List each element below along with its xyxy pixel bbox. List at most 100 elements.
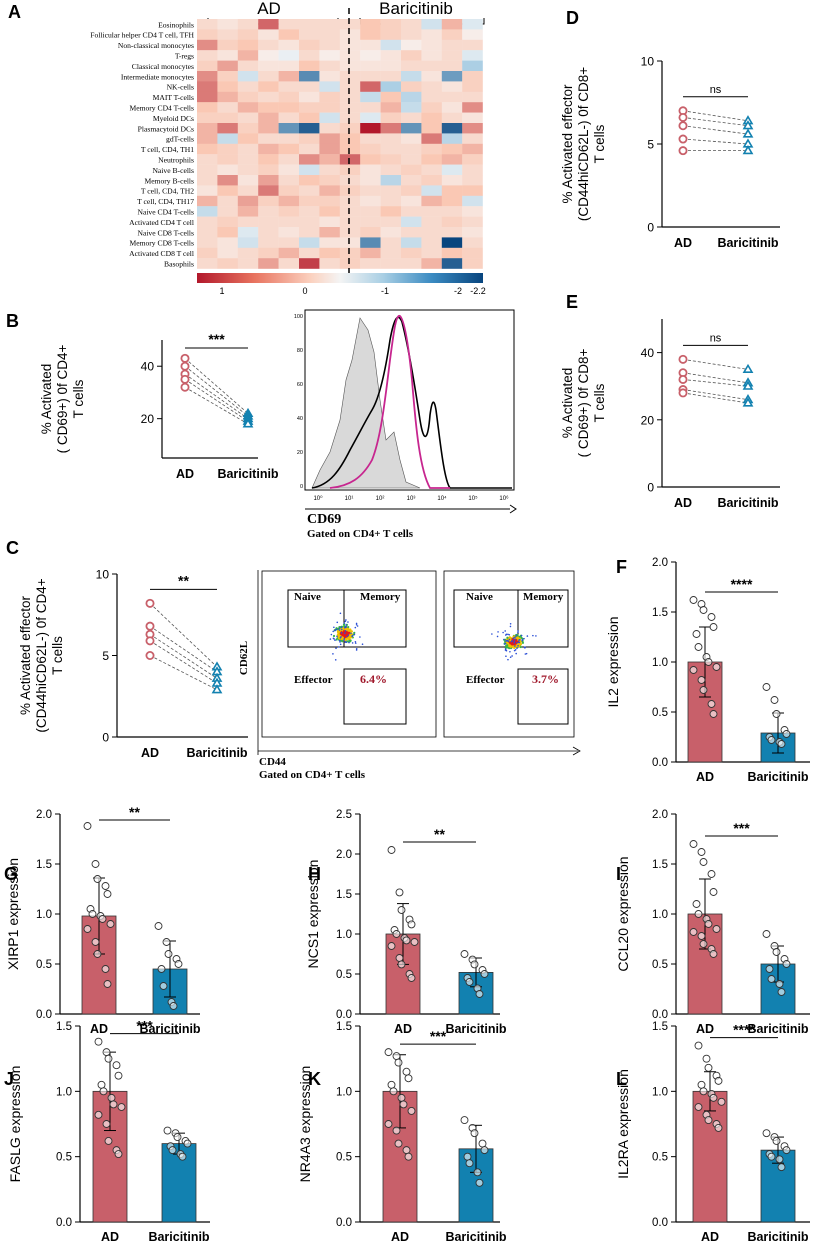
heatmap-cell	[278, 60, 300, 72]
data-point	[714, 1123, 723, 1132]
data-point	[94, 1110, 103, 1119]
heatmap-cell	[339, 164, 361, 176]
heatmap-cell	[441, 247, 463, 259]
heatmap-cell	[380, 39, 402, 51]
heatmap-cell	[380, 102, 402, 113]
heatmap-cell	[380, 237, 402, 248]
data-point	[387, 1080, 396, 1089]
event-dot	[515, 634, 518, 636]
data-point	[168, 1146, 177, 1155]
heatmap-cell	[421, 123, 442, 134]
heatmap-cell	[299, 91, 320, 103]
heatmap-cell	[299, 123, 320, 134]
event-dot	[335, 647, 337, 650]
heatmap-cell	[339, 216, 361, 228]
ad-point	[145, 598, 155, 608]
heatmap-cell	[258, 39, 279, 51]
y-tick-label: 1.0	[336, 929, 352, 941]
heatmap-cell	[299, 71, 320, 82]
y-tick-label: 1.5	[652, 607, 668, 619]
x-label-ad: AD	[391, 1230, 409, 1244]
gate-memory-ad	[343, 589, 407, 648]
heatmap-cell	[339, 39, 361, 51]
heatmap-row-label: Naive CD8 T-cells	[137, 228, 194, 237]
gate-naive-label-baricitinib: Naive	[466, 591, 493, 603]
y-axis-label-line: (CD44hiCD62L-) 0f CD8+	[576, 67, 591, 221]
y-tick-label: 0.0	[336, 1217, 352, 1229]
event-dot	[343, 639, 345, 642]
pair-line	[682, 372, 749, 384]
y-tick-label: 20	[141, 412, 155, 426]
hist-x-tick-label: 10²	[376, 496, 385, 502]
heatmap-cell	[258, 81, 279, 92]
ad-point	[678, 121, 688, 131]
heatmap-cell	[380, 29, 402, 40]
event-dot	[350, 632, 352, 635]
data-point	[169, 1002, 178, 1010]
heatmap-cell	[319, 175, 340, 186]
heatmap-row-label: Classical monocytes	[132, 62, 194, 71]
heatmap-cell	[299, 102, 320, 113]
heatmap-cell	[299, 112, 320, 124]
heatmap-cell	[360, 175, 381, 186]
heatmap-cell	[401, 258, 422, 269]
heatmap-cell	[278, 216, 300, 228]
data-point	[384, 1120, 393, 1128]
paired-plot-d: 0 5 10 % Activated effector(CD44hiCD62L-) 0…	[560, 55, 780, 250]
data-point	[465, 978, 474, 986]
x-label-baricitinib: Baricitinib	[148, 1230, 209, 1244]
panel-label-e: E	[566, 292, 578, 312]
event-dot	[336, 635, 338, 638]
panel-a-heatmap: A AD Baricitinib Eosinophils Follicular h…	[8, 0, 486, 296]
heatmap-cell	[299, 185, 320, 196]
heatmap-cell	[278, 50, 300, 61]
event-dot	[359, 636, 361, 638]
data-point	[389, 1087, 398, 1096]
event-dot	[510, 642, 513, 645]
heatmap-cell	[278, 143, 300, 155]
pair-line	[184, 379, 249, 422]
event-dot	[509, 656, 512, 658]
heatmap-cell	[319, 227, 340, 238]
heatmap-cell	[380, 133, 402, 144]
heatmap-cell	[441, 258, 463, 269]
heatmap-cell	[360, 154, 381, 165]
event-dot	[339, 612, 342, 615]
heatmap-cell	[197, 143, 218, 155]
gate-effector-baricitinib	[517, 668, 569, 725]
heatmap-cell	[197, 112, 218, 124]
heatmap-cell	[339, 154, 361, 165]
event-dot	[361, 643, 364, 646]
heatmap-cell	[258, 91, 279, 103]
heatmap-cell	[401, 154, 422, 165]
event-dot	[338, 627, 341, 629]
data-point	[709, 950, 718, 958]
heatmap-cell	[299, 258, 320, 269]
gate-memory-baricitinib	[517, 589, 569, 648]
event-dot	[354, 642, 357, 644]
heatmap-colorbar-ticks: 1 0 -1 -2 -2.2	[219, 286, 485, 296]
hist-x-tick-label: 10⁴	[437, 495, 447, 502]
data-point	[704, 658, 713, 666]
y-tick-label: 1.0	[652, 1086, 668, 1098]
y-tick-label: 5	[102, 649, 109, 663]
heatmap-cell	[319, 112, 340, 124]
event-dot	[514, 649, 517, 651]
heatmap-cell	[217, 206, 238, 217]
heatmap-cell	[360, 133, 381, 144]
event-dot	[491, 633, 493, 635]
x-label-baricitinib: Baricitinib	[747, 1022, 808, 1036]
heatmap-cell	[237, 39, 259, 51]
event-dot	[339, 639, 343, 642]
data-point	[102, 1120, 111, 1128]
y-tick-label: 0.5	[336, 1152, 352, 1164]
heatmap-cell	[217, 81, 238, 92]
heatmap-cell	[197, 154, 218, 165]
data-point	[91, 938, 100, 946]
heatmap-cell	[360, 143, 381, 155]
event-dot	[346, 628, 349, 631]
event-dot	[511, 655, 513, 657]
event-dot	[355, 623, 358, 626]
data-point	[183, 1139, 192, 1148]
x-label-baricitinib: Baricitinib	[186, 746, 247, 760]
